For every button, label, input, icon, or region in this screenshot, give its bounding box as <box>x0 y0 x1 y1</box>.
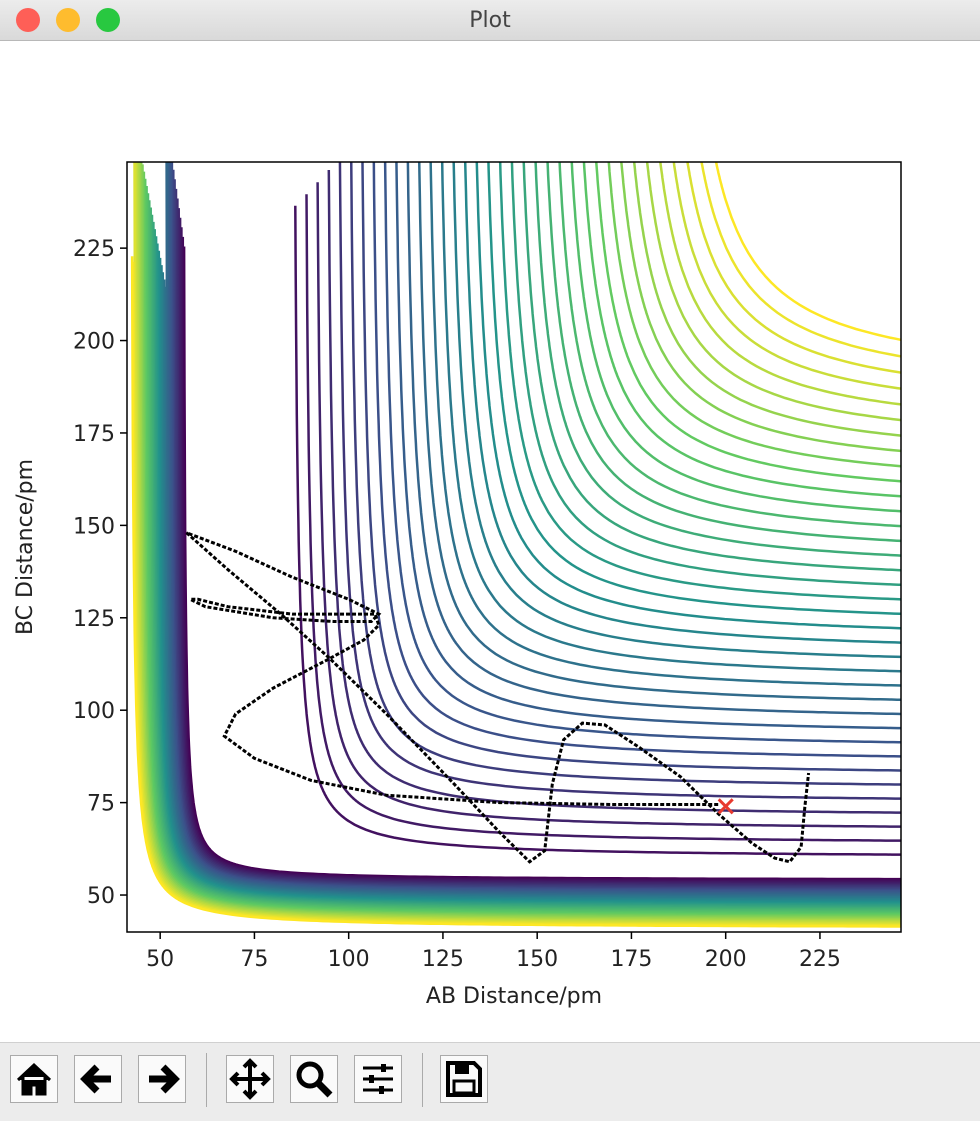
trajectory <box>185 531 811 864</box>
contour-line <box>607 162 901 468</box>
contour-line <box>582 162 901 498</box>
contour-line <box>452 162 901 659</box>
contour-line <box>395 162 901 730</box>
save-button[interactable] <box>440 1055 488 1103</box>
contour-line <box>510 162 901 587</box>
contour-line <box>632 162 901 437</box>
x-tick-label: 225 <box>799 947 841 972</box>
contour-line <box>498 162 901 601</box>
y-axis-label: BC Distance/pm <box>13 459 38 635</box>
plot-marks <box>185 531 811 864</box>
y-tick-label: 175 <box>73 422 115 447</box>
contour-line <box>558 162 901 528</box>
contour-line <box>522 162 901 572</box>
contour-line <box>475 162 901 630</box>
y-tick-label: 225 <box>73 237 115 262</box>
contour-line <box>546 162 901 543</box>
toolbar <box>0 1042 980 1121</box>
y-tick-label: 50 <box>87 884 115 909</box>
contour-line <box>440 162 901 673</box>
contour-line <box>361 162 901 772</box>
x-tick-label: 100 <box>328 947 370 972</box>
zoom-button[interactable] <box>96 8 120 32</box>
contour-line <box>418 162 901 702</box>
home-button[interactable] <box>10 1055 58 1103</box>
x-tick-label: 150 <box>516 947 558 972</box>
contour-line <box>383 162 901 744</box>
contour-line <box>463 162 901 644</box>
zoom-tool-button[interactable] <box>290 1055 338 1103</box>
contour-line <box>686 162 901 374</box>
start-marker <box>717 798 734 815</box>
x-tick-label: 50 <box>146 947 174 972</box>
chart: AB Distance/pm BC Distance/pm 50 75 100 125… <box>13 161 902 1009</box>
contour-line <box>672 162 901 390</box>
contour-line <box>429 162 901 687</box>
contour-line <box>406 162 901 716</box>
y-tick-label: 150 <box>73 514 115 539</box>
x-tick-label: 175 <box>610 947 652 972</box>
contour-line <box>595 162 901 483</box>
contour-line <box>570 162 901 513</box>
contour-line <box>305 194 901 842</box>
contour-line <box>534 162 901 557</box>
x-tick-label: 75 <box>240 947 268 972</box>
contour-line <box>714 162 901 342</box>
separator <box>206 1053 207 1107</box>
contour-line <box>372 162 901 758</box>
forward-button[interactable] <box>138 1055 186 1103</box>
contour-line <box>487 162 901 616</box>
contour-line <box>316 182 901 828</box>
contour-line <box>132 261 901 927</box>
y-tick-label: 125 <box>73 607 115 632</box>
pan-button[interactable] <box>226 1055 274 1103</box>
contour-line <box>700 162 901 358</box>
plot-frame <box>126 161 902 933</box>
contour-line <box>327 169 901 814</box>
configure-button[interactable] <box>354 1055 402 1103</box>
contour-line <box>130 256 901 928</box>
x-axis-label: AB Distance/pm <box>426 984 602 1009</box>
y-tick-label: 200 <box>73 330 115 355</box>
x-tick-label: 125 <box>422 947 464 972</box>
title-bar: Plot <box>0 0 980 41</box>
y-tick-label: 75 <box>87 792 115 817</box>
x-tick-label: 200 <box>705 947 747 972</box>
y-tick-label: 100 <box>73 699 115 724</box>
close-button[interactable] <box>16 8 40 32</box>
separator <box>422 1053 423 1107</box>
contour-line <box>620 162 901 453</box>
minimize-button[interactable] <box>56 8 80 32</box>
contour-line <box>645 162 901 422</box>
contour-plot <box>130 162 901 928</box>
contour-line <box>659 162 901 406</box>
contour-line <box>294 205 901 856</box>
window-title: Plot <box>469 8 511 33</box>
contour-line <box>173 179 901 889</box>
contour-line <box>145 185 901 915</box>
back-button[interactable] <box>74 1055 122 1103</box>
